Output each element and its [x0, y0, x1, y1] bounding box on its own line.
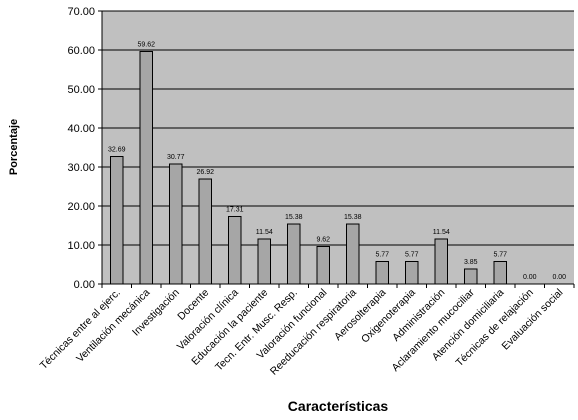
bar-value-label: 32.69 [108, 147, 126, 154]
bar [169, 163, 183, 285]
bar-value-label: 3.85 [464, 259, 478, 266]
bar [257, 238, 271, 285]
x-axis-label: Características [288, 398, 389, 414]
bar [405, 260, 419, 285]
bar-value-label: 0.00 [523, 274, 537, 281]
bar-value-label: 11.54 [256, 229, 273, 236]
bar-value-label: 0.00 [552, 274, 566, 281]
y-tick-label: 50.00 [67, 84, 95, 96]
bar [493, 260, 507, 285]
y-tick-labels: 0.00 10.00 20.00 30.00 40.00 50.00 60.00 70.00 [67, 6, 102, 291]
bar [110, 156, 124, 285]
y-tick-label: 60.00 [67, 45, 95, 57]
y-tick-label: 0.00 [74, 279, 95, 291]
bar [434, 238, 448, 285]
bar-value-label: 17.31 [226, 206, 244, 213]
bar-value-label: 30.77 [167, 154, 185, 161]
y-axis-label: Porcentaje [8, 119, 20, 175]
y-tick-label: 10.00 [67, 240, 95, 252]
bar [228, 215, 242, 285]
y-tick-label: 20.00 [67, 201, 95, 213]
bar-value-label: 5.77 [375, 251, 389, 258]
bar-value-label: 9.62 [316, 236, 330, 243]
bar-value-label: 5.77 [405, 251, 419, 258]
bar-value-label: 15.38 [285, 214, 303, 221]
bar-value-label: 59.62 [137, 41, 155, 48]
bar [139, 50, 153, 285]
bar [464, 268, 478, 285]
bar [316, 245, 330, 285]
bar [375, 260, 389, 285]
bar-value-label: 26.92 [196, 169, 214, 176]
y-tick-label: 40.00 [67, 123, 95, 135]
bar [346, 223, 360, 285]
bar [198, 178, 212, 285]
value-labels: 32.69 59.62 30.77 26.92 17.31 11.54 15.38 9.62 1… [108, 41, 566, 281]
bar-value-label: 11.54 [433, 229, 450, 236]
bar-value-label: 5.77 [493, 251, 507, 258]
x-tick-labels: Técnicas entre al ejerc.Ventilación mecá… [38, 284, 575, 378]
y-tick-label: 70.00 [67, 6, 95, 18]
y-tick-label: 30.00 [67, 162, 95, 174]
bar [287, 223, 301, 285]
bar-value-label: 15.38 [344, 214, 362, 221]
